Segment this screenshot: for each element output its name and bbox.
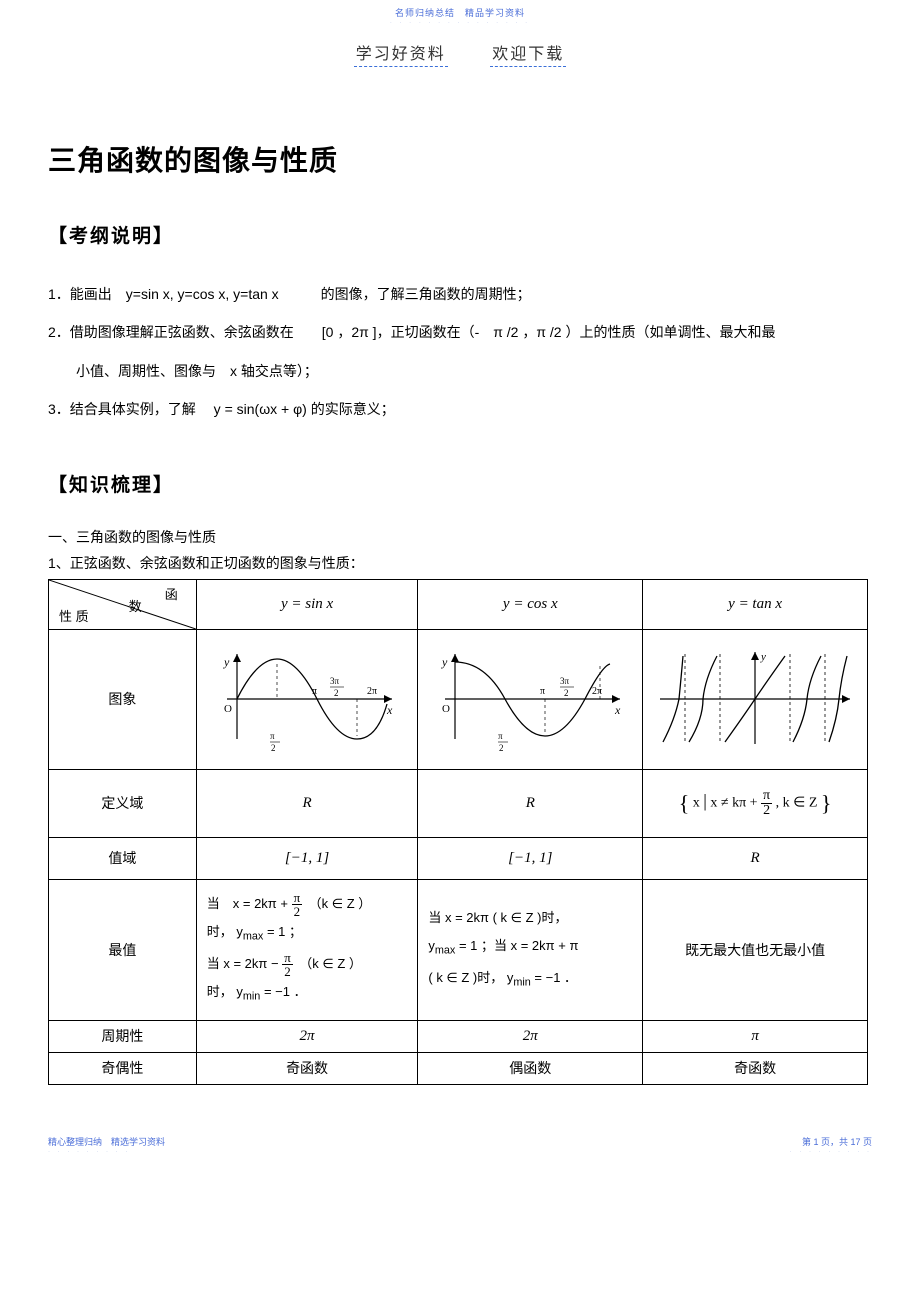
tan-graph: y xyxy=(643,629,868,769)
header-line: 学习好资料 欢迎下载 xyxy=(0,40,920,67)
sin-graph-icon: y x O π 2 π 3π 2 2π xyxy=(212,644,402,754)
hdr-func-label: 函 xyxy=(165,584,178,603)
header-left: 学习好资料 xyxy=(354,40,448,67)
extreme-tan: 既无最大值也无最小值 xyxy=(643,879,868,1020)
footer: 精心整理归纳 精选学习资料 · · · · · · · · · 第 1 页，共 … xyxy=(0,1105,920,1163)
parity-cos: 偶函数 xyxy=(418,1052,643,1084)
outline-item-2b: 小值、周期性、图像与 x 轴交点等）； xyxy=(48,353,872,389)
row-range-label: 值域 xyxy=(49,837,197,879)
footer-left-dots: · · · · · · · · · xyxy=(48,1149,165,1155)
sub-heading-2: 1、正弦函数、余弦函数和正切函数的图象与性质： xyxy=(48,553,872,573)
outline-item-2: 2．借助图像理解正弦函数、余弦函数在 [0 ，2π ]，正切函数在（- π /2… xyxy=(48,314,872,350)
footer-left: 精心整理归纳 精选学习资料 xyxy=(48,1135,165,1148)
cos-graph: y x O π 2 π 3π 2 2π xyxy=(418,629,643,769)
row-period-label: 周期性 xyxy=(49,1020,197,1052)
range-cos: [−1, 1] xyxy=(418,837,643,879)
period-tan: π xyxy=(643,1020,868,1052)
row-parity-label: 奇偶性 xyxy=(49,1052,197,1084)
svg-text:2: 2 xyxy=(499,743,504,753)
svg-text:x: x xyxy=(614,703,621,717)
parity-sin: 奇函数 xyxy=(196,1052,418,1084)
svg-text:3π: 3π xyxy=(560,676,570,686)
hdr-func-label2: 数 xyxy=(129,596,142,615)
range-sin: [−1, 1] xyxy=(196,837,418,879)
svg-text:π: π xyxy=(270,731,275,741)
extreme-sin: 当 x = 2kπ + π2 （k ∈ Z ） 时， ymax = 1 ； 当 … xyxy=(196,879,418,1020)
section1-heading: 【考纲说明】 xyxy=(48,221,872,248)
svg-text:y: y xyxy=(760,651,766,663)
row-graph-label: 图象 xyxy=(49,629,197,769)
svg-text:O: O xyxy=(442,703,450,715)
header-corner: 函 数 性 质 xyxy=(49,579,197,629)
sub-heading-1: 一、三角函数的图像与性质 xyxy=(48,527,872,547)
footer-right: 第 1 页，共 17 页 xyxy=(790,1135,872,1148)
properties-table-wrap: 函 数 性 质 y = sin x y = cos x y = tan x 图象… xyxy=(48,579,872,1085)
row-domain-label: 定义域 xyxy=(49,769,197,837)
svg-text:y: y xyxy=(441,655,448,669)
section2-heading: 【知识梳理】 xyxy=(48,470,872,497)
svg-text:π: π xyxy=(540,686,545,697)
svg-text:π: π xyxy=(312,686,317,697)
outline-item-3: 3．结合具体实例，了解 y = sin(ωx + φ) 的实际意义； xyxy=(48,391,872,427)
top-tag: 名师归纳总结 精品学习资料 xyxy=(0,0,920,19)
outline-item-1: 1．能画出 y=sin x, y=cos x, y=tan x 的图像，了解三角… xyxy=(48,276,872,312)
extreme-cos: 当 x = 2kπ ( k ∈ Z )时， ymax = 1 ；当 x = 2k… xyxy=(418,879,643,1020)
section1-body: 1．能画出 y=sin x, y=cos x, y=tan x 的图像，了解三角… xyxy=(48,276,872,428)
top-dots: · · · · · · · · · · · · · · · xyxy=(0,20,920,26)
row-extreme-label: 最值 xyxy=(49,879,197,1020)
header-right: 欢迎下载 xyxy=(490,40,566,67)
cos-graph-icon: y x O π 2 π 3π 2 2π xyxy=(430,644,630,754)
range-tan: R xyxy=(643,837,868,879)
hdr-prop-label: 性 质 xyxy=(59,606,89,625)
domain-sin: R xyxy=(196,769,418,837)
footer-right-dots: · · · · · · · · · xyxy=(790,1149,872,1155)
properties-table: 函 数 性 质 y = sin x y = cos x y = tan x 图象… xyxy=(48,579,868,1085)
page-title: 三角函数的图像与性质 xyxy=(48,139,872,179)
svg-text:O: O xyxy=(224,703,232,715)
domain-tan: { x | x ≠ kπ + π2 , k ∈ Z } xyxy=(643,769,868,837)
hdr-sin: y = sin x xyxy=(196,579,418,629)
svg-text:2: 2 xyxy=(564,688,569,698)
period-cos: 2π xyxy=(418,1020,643,1052)
hdr-tan: y = tan x xyxy=(643,579,868,629)
period-sin: 2π xyxy=(196,1020,418,1052)
svg-text:y: y xyxy=(223,655,230,669)
svg-text:π: π xyxy=(498,731,503,741)
svg-text:2: 2 xyxy=(334,688,339,698)
parity-tan: 奇函数 xyxy=(643,1052,868,1084)
hdr-cos: y = cos x xyxy=(418,579,643,629)
svg-text:3π: 3π xyxy=(330,676,340,686)
svg-text:2: 2 xyxy=(271,743,276,753)
tan-graph-icon: y xyxy=(655,644,855,754)
svg-text:2π: 2π xyxy=(592,686,602,697)
domain-cos: R xyxy=(418,769,643,837)
svg-text:2π: 2π xyxy=(367,686,377,697)
sin-graph: y x O π 2 π 3π 2 2π xyxy=(196,629,418,769)
